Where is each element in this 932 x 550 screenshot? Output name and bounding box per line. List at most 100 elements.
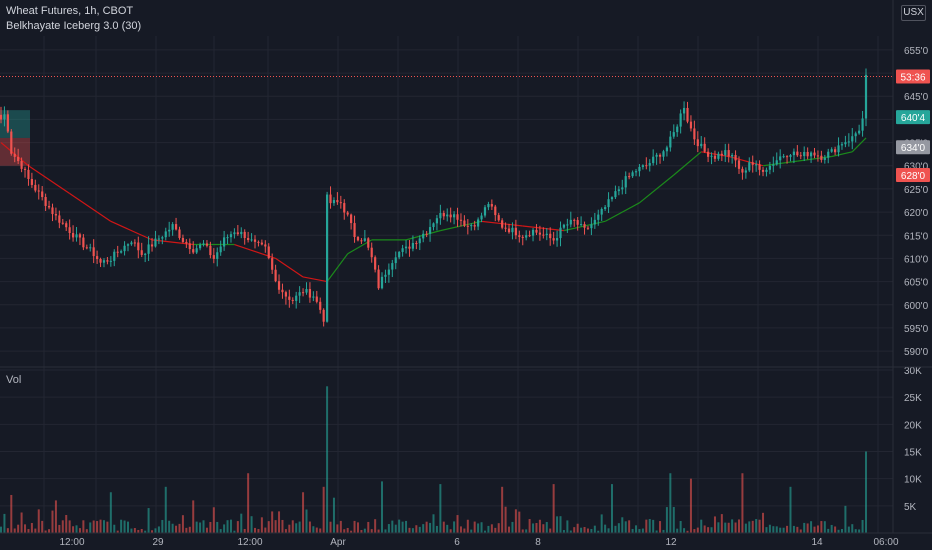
candle-body [796, 151, 799, 156]
candle-body [174, 224, 178, 230]
candle-body [703, 143, 706, 152]
volume-bar [786, 525, 789, 533]
volume-bar [604, 524, 607, 533]
volume-bar [710, 527, 713, 533]
volume-bar [683, 528, 686, 533]
candle-body [477, 219, 480, 227]
candle-body [96, 256, 99, 260]
volume-bar [432, 514, 435, 533]
volume-bar [521, 529, 524, 533]
volume-bar [298, 521, 301, 533]
volume-bar [525, 529, 528, 533]
volume-bar [267, 521, 270, 533]
volume-bar [144, 530, 147, 533]
volume-tick-label: 10K [904, 475, 922, 486]
candle-body [768, 165, 771, 170]
volume-bar [411, 528, 414, 533]
price-tick-label: 595'0 [904, 324, 929, 335]
candle-body [713, 155, 717, 159]
candle-body [470, 225, 473, 227]
time-tick-label: 14 [811, 537, 823, 548]
candle-body [126, 244, 130, 246]
volume-bar [810, 521, 813, 533]
price-tick-label: 605'0 [904, 278, 929, 289]
volume-panel-label[interactable]: Vol [6, 374, 22, 386]
volume-bar [188, 526, 191, 533]
indicator-title[interactable]: Belkhayate Iceberg 3.0 (30) [6, 20, 142, 32]
candle-body [792, 151, 796, 156]
volume-bar [816, 525, 819, 533]
volume-bar [78, 528, 81, 533]
volume-bar [0, 526, 2, 533]
volume-bar [610, 484, 613, 533]
volume-bar [254, 527, 257, 533]
candle-body [737, 160, 741, 169]
candle-body [652, 156, 655, 164]
volume-bar [329, 521, 332, 533]
candle-body [147, 244, 150, 254]
time-tick-label: 06:00 [873, 537, 898, 548]
volume-bar [147, 508, 150, 533]
volume-bar [377, 529, 380, 533]
volume-bar [449, 529, 452, 533]
volume-bar [607, 528, 610, 533]
volume-bar [181, 515, 184, 533]
time-tick-label: 12:00 [237, 537, 262, 548]
candle-body [3, 114, 6, 120]
candle-body [65, 223, 68, 228]
volume-bar [569, 530, 572, 533]
currency-badge[interactable]: USX [901, 5, 926, 21]
volume-bar [696, 527, 699, 533]
volume-bar [288, 524, 291, 533]
volume-bar [226, 520, 229, 533]
volume-bar [391, 520, 394, 533]
candle-body [785, 156, 789, 158]
candle-body [823, 157, 826, 160]
candle-body [604, 207, 607, 210]
volume-bar [762, 512, 765, 533]
candle-body [144, 253, 147, 255]
volume-bar [61, 520, 64, 533]
candle-body [89, 247, 92, 249]
candle-body [198, 244, 202, 249]
candle-body [707, 151, 710, 157]
candle-body [765, 169, 768, 172]
volume-bar [535, 523, 538, 533]
candle-body [504, 227, 507, 229]
volume-bar [102, 520, 105, 533]
candle-body [569, 219, 572, 225]
candle-body [391, 263, 394, 270]
volume-bar [473, 521, 476, 533]
volume-bar [720, 514, 723, 533]
volume-tick-label: 30K [904, 366, 922, 377]
price-tick-label: 590'0 [904, 347, 929, 358]
moving-average-segment [673, 151, 702, 176]
candle-body [610, 197, 614, 200]
candle-body [607, 199, 610, 208]
candle-body [820, 155, 823, 160]
candle-body [864, 74, 868, 119]
volume-bar [175, 525, 178, 533]
candle-body [329, 194, 332, 204]
volume-bar [205, 527, 208, 533]
candle-body [628, 176, 631, 178]
symbol-title[interactable]: Wheat Futures, 1h, CBOT [6, 5, 134, 17]
volume-bar [212, 507, 215, 533]
candle-body [665, 147, 669, 152]
volume-bar [655, 530, 658, 533]
volume-bar [247, 473, 250, 533]
volume-bar [425, 521, 428, 533]
volume-bar [847, 526, 850, 533]
volume-bar [665, 507, 668, 533]
candle-body [638, 166, 641, 172]
price-label-bg [896, 69, 930, 84]
candle-body [319, 301, 322, 310]
candle-body [271, 258, 274, 270]
volume-bar [631, 528, 634, 533]
volume-bar [638, 529, 641, 533]
volume-bar [398, 519, 401, 533]
candle-body [120, 251, 123, 253]
candle-body [404, 246, 408, 249]
candle-body [92, 247, 95, 257]
